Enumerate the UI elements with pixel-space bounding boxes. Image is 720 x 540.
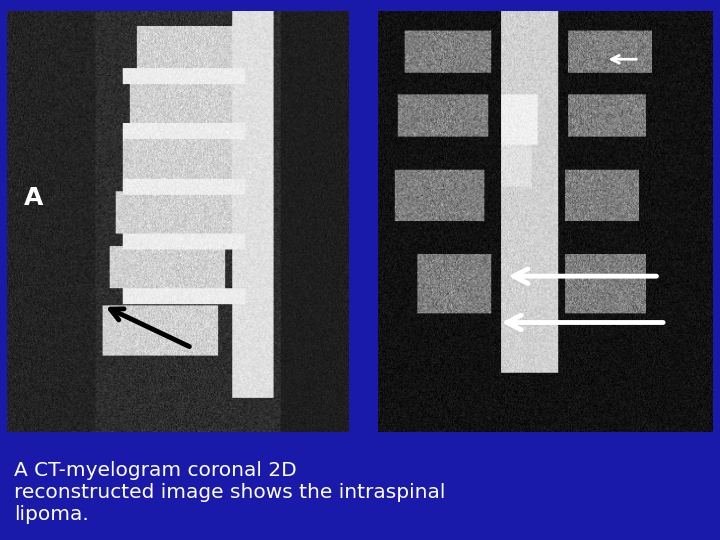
- Text: A CT-myelogram coronal 2D
reconstructed image shows the intraspinal
lipoma.: A CT-myelogram coronal 2D reconstructed …: [14, 461, 446, 524]
- Text: A: A: [24, 186, 44, 210]
